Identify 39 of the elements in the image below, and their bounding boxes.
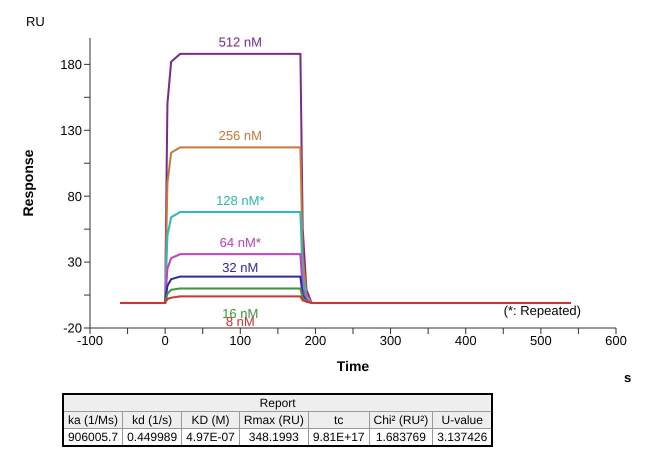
text: KD (M) — [182, 412, 240, 428]
y-tick-label: 180 — [60, 56, 82, 72]
text: 3.137426 — [432, 428, 492, 446]
series-label: 512 nM — [218, 34, 262, 50]
text: 0.449989 — [122, 428, 182, 446]
series-label: 64 nM* — [220, 234, 261, 250]
y-tick-label: 80 — [68, 188, 82, 204]
y-axis-title: Response — [20, 149, 36, 216]
x-axis-title: Time — [336, 358, 370, 374]
text: 906005.7 — [63, 428, 123, 446]
text: 348.1993 — [239, 428, 308, 446]
text: kd (1/s) — [122, 412, 182, 428]
text: Report — [63, 394, 492, 412]
x-tick-label: 100 — [229, 333, 252, 348]
text: ka (1/Ms) — [63, 412, 123, 428]
x-tick-label: 400 — [454, 333, 477, 348]
series-label: 32 nM — [222, 260, 258, 275]
x-tick-label: -100 — [76, 333, 104, 348]
x-tick-label: 0 — [162, 333, 169, 348]
x-tick-label: 500 — [530, 333, 552, 348]
text: tc — [308, 412, 370, 428]
y-tick-label: 30 — [68, 254, 82, 270]
y-tick-label: -20 — [63, 320, 82, 336]
text: 1.683769 — [369, 428, 433, 446]
annotation: (*: Repeated) — [504, 303, 581, 318]
text: Rmax (RU) — [239, 412, 308, 428]
text: U-value — [432, 412, 492, 428]
text: 4.97E-07 — [182, 428, 240, 446]
text: s — [624, 370, 632, 385]
series-label: 256 nM — [218, 128, 262, 144]
text: RU — [26, 14, 45, 29]
text: 9.81E+17 — [308, 428, 370, 446]
y-tick-label: 130 — [60, 122, 82, 138]
line-series — [119, 295, 572, 304]
series-label: 128 nM* — [216, 192, 264, 208]
text: Chi² (RU²) — [369, 412, 433, 428]
x-tick-label: 200 — [304, 333, 326, 348]
x-tick-label: 600 — [605, 333, 627, 348]
x-tick-label: 300 — [380, 333, 402, 348]
